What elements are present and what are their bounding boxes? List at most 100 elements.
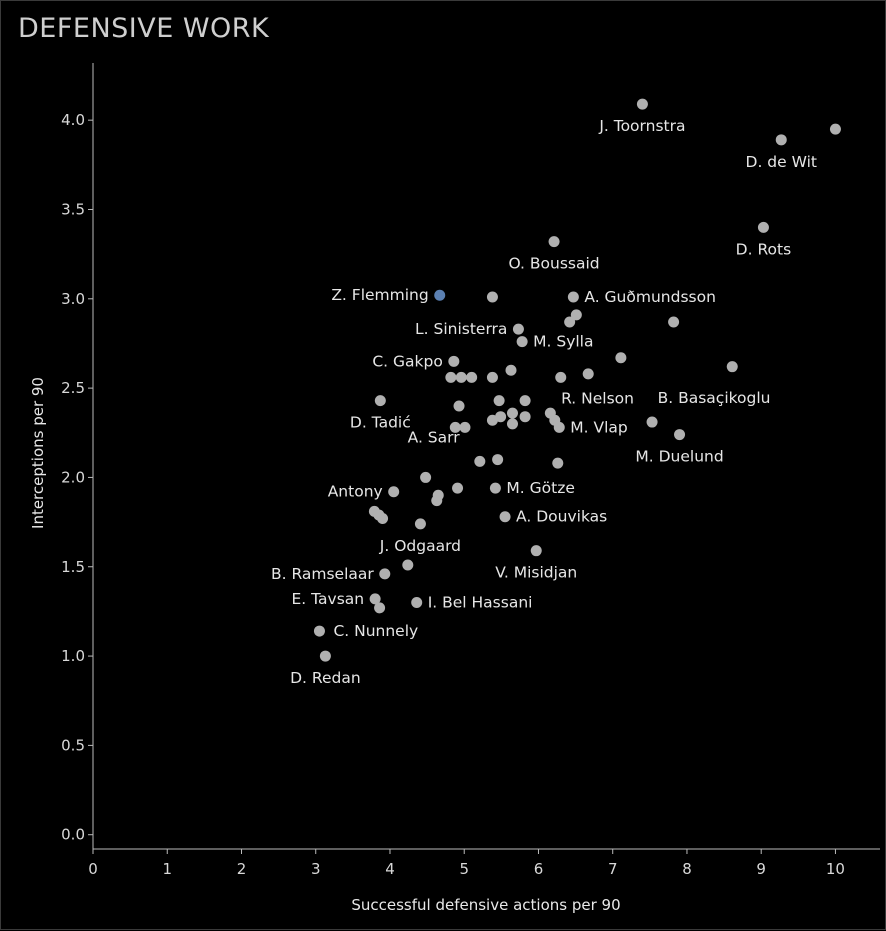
data-point (674, 429, 686, 441)
data-point (452, 482, 464, 494)
data-point-label: D. de Wit (746, 153, 817, 171)
data-points (313, 98, 841, 662)
data-point-label: D. Redan (290, 669, 361, 687)
data-point (567, 291, 579, 303)
data-point (552, 457, 564, 469)
data-point (519, 395, 531, 407)
y-tick-label: 3.5 (61, 200, 85, 218)
point-labels: J. Toornstra D. de Wit D. Rots O. Boussaid Z… (271, 117, 817, 687)
data-point (499, 511, 511, 523)
data-point-label: Antony (328, 483, 383, 501)
data-point (553, 421, 565, 433)
data-point-label: E. Tavsan (292, 590, 365, 608)
x-tick-label: 4 (385, 860, 395, 878)
data-point-label: O. Boussaid (508, 255, 599, 273)
data-point (492, 454, 504, 466)
y-tick-label: 0.0 (61, 826, 85, 844)
data-point-label: V. Misidjan (495, 564, 577, 582)
x-axis-title: Successful defensive actions per 90 (351, 896, 620, 914)
data-point (570, 309, 582, 321)
x-tick-label: 1 (162, 860, 172, 878)
data-point (453, 400, 465, 412)
y-tick-label: 3.0 (61, 290, 85, 308)
data-point (564, 316, 576, 328)
data-point-label: A. Sarr (408, 429, 461, 447)
data-point (377, 513, 389, 525)
data-point (449, 421, 461, 433)
data-point (319, 650, 331, 662)
data-point (466, 371, 478, 383)
data-point-label: M. Vlap (570, 418, 627, 436)
data-point-label: L. Sinisterra (415, 320, 507, 338)
data-point (402, 559, 414, 571)
x-tick-label: 9 (756, 860, 766, 878)
x-tick-label: 7 (608, 860, 618, 878)
data-point (829, 123, 841, 135)
data-point-label: D. Rots (736, 240, 792, 258)
data-point (548, 236, 560, 248)
data-point (506, 418, 518, 430)
data-point (374, 602, 386, 614)
y-tick-label: 0.5 (61, 736, 85, 754)
x-tick-label: 5 (459, 860, 469, 878)
data-point (459, 421, 471, 433)
data-point (434, 289, 446, 301)
data-point-label: M. Sylla (533, 333, 593, 351)
data-point (582, 368, 594, 380)
data-point-label: C. Gakpo (372, 352, 442, 370)
data-point (388, 486, 400, 498)
data-point-label: C. Nunnely (333, 622, 418, 640)
x-tick-label: 0 (88, 860, 98, 878)
data-point-label: R. Nelson (561, 390, 634, 408)
data-point (486, 291, 498, 303)
y-tick-label: 2.0 (61, 468, 85, 486)
data-point (505, 364, 517, 376)
data-point (775, 134, 787, 146)
data-point (414, 518, 426, 530)
data-point-label: D. Tadić (350, 414, 411, 432)
data-point (512, 323, 524, 335)
data-point-label: B. Ramselaar (271, 565, 374, 583)
data-point (646, 416, 658, 428)
x-tick-label: 3 (311, 860, 321, 878)
data-point-label: M. Götze (506, 479, 574, 497)
y-tick-label: 1.5 (61, 558, 85, 576)
x-tick-label: 2 (237, 860, 247, 878)
data-point-label: J. Odgaard (379, 537, 461, 555)
data-point (379, 568, 391, 580)
data-point-label: A. Douvikas (516, 508, 607, 526)
data-point-label: J. Toornstra (598, 117, 685, 135)
y-tick-label: 2.5 (61, 379, 85, 397)
y-tick-label: 1.0 (61, 647, 85, 665)
data-point (313, 625, 325, 637)
chart-title: DEFENSIVE WORK (18, 13, 270, 44)
x-tick-label: 6 (534, 860, 544, 878)
y-tick-label: 4.0 (61, 111, 85, 129)
data-point (455, 371, 467, 383)
data-point (420, 471, 432, 483)
data-point (431, 495, 443, 507)
data-point (411, 596, 423, 608)
data-point (445, 371, 457, 383)
data-point-label: B. Basaçikoglu (658, 389, 771, 407)
data-point (493, 395, 505, 407)
data-point (448, 355, 460, 367)
data-point (530, 545, 542, 557)
data-point (519, 411, 531, 423)
data-point-label: Z. Flemming (331, 286, 428, 304)
data-point (555, 371, 567, 383)
data-point (486, 371, 498, 383)
data-point (486, 414, 498, 426)
data-point-label: M. Duelund (635, 448, 723, 466)
y-axis-title: Interceptions per 90 (29, 377, 47, 529)
data-point (474, 455, 486, 467)
data-point (668, 316, 680, 328)
data-point-label: I. Bel Hassani (428, 593, 533, 611)
data-point (516, 336, 528, 348)
data-point (726, 361, 738, 373)
data-point (636, 98, 648, 110)
data-point (757, 221, 769, 233)
x-tick-label: 8 (682, 860, 692, 878)
